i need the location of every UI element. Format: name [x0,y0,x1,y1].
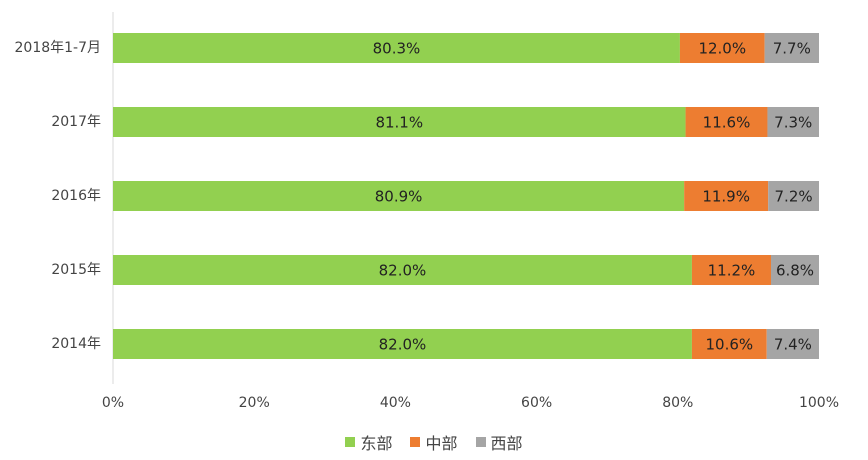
data-label: 82.0% [379,262,427,280]
legend: 东部 中部 西部 [0,430,868,454]
category-labels: 2018年1-7月 2017年 2016年 2015年 2014年 [15,40,102,352]
legend-item-central: 中部 [410,430,458,454]
data-label: 12.0% [698,40,746,58]
legend-label-west: 西部 [490,434,523,453]
data-label: 81.1% [375,114,423,132]
bar-segment [768,181,819,211]
stacked-bar-chart: 80.3% 12.0% 7.7% 81.1% 11.6% 7.3% 80.9% 11.9% 7.… [15,12,839,411]
bars-group: 80.3% 12.0% 7.7% 81.1% 11.6% 7.3% 80.9% 11.9% 7.… [113,33,819,359]
bar-segment [113,33,680,63]
legend-label-central: 中部 [425,434,458,453]
bar-segment [691,329,767,359]
bar-segment [679,33,765,63]
data-label: 11.6% [703,114,751,132]
x-tick-label: 60% [521,395,552,411]
bar-segment [766,329,819,359]
bar-segment [684,181,769,211]
category-label: 2014年 [51,336,101,352]
data-label: 7.2% [775,188,813,206]
bar-segment [113,107,686,137]
bar-segment [685,107,768,137]
data-label: 11.9% [702,188,750,206]
data-label: 7.7% [773,40,811,58]
data-label: 82.0% [379,336,427,354]
bar-segment [767,107,819,137]
data-label: 7.4% [774,336,812,354]
legend-swatch-west [475,437,486,447]
legend-item-west: 西部 [475,430,523,454]
legend-label-east: 东部 [360,434,393,453]
category-label: 2016年 [51,188,101,204]
data-label: 6.8% [776,262,814,280]
x-tick-label: 100% [799,395,839,411]
bar-segment [770,255,819,285]
bar-segment [764,33,819,63]
x-tick-label: 40% [380,395,411,411]
legend-swatch-east [345,437,356,447]
legend-item-east: 东部 [345,430,392,454]
category-label: 2018年1-7月 [15,40,102,56]
data-label: 7.3% [774,114,812,132]
category-label: 2015年 [51,262,101,278]
data-label: 10.6% [706,336,754,354]
bar-segment [113,181,685,211]
x-tick-label: 20% [239,395,270,411]
x-tick-label: 80% [662,395,693,411]
data-label: 11.2% [708,262,756,280]
category-label: 2017年 [51,114,101,130]
x-tick-labels: 0% 20% 40% 60% 80% 100% [102,395,839,411]
legend-swatch-central [410,437,421,447]
x-tick-label: 0% [102,395,124,411]
bar-segment [691,255,771,285]
bar-segment [113,329,692,359]
data-label: 80.9% [375,188,423,206]
bar-segment [113,255,692,285]
data-label: 80.3% [373,40,421,58]
